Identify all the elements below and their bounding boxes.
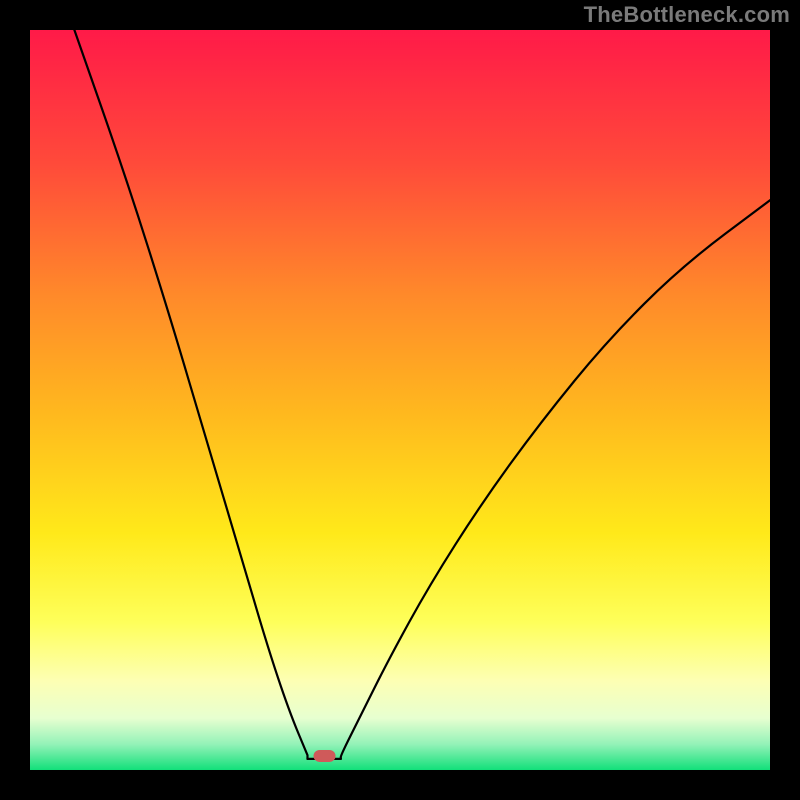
optimum-marker [314, 750, 336, 762]
chart-svg [30, 30, 770, 770]
plot-area [30, 30, 770, 770]
watermark-text: TheBottleneck.com [584, 2, 790, 28]
chart-frame: TheBottleneck.com [0, 0, 800, 800]
gradient-background [30, 30, 770, 770]
